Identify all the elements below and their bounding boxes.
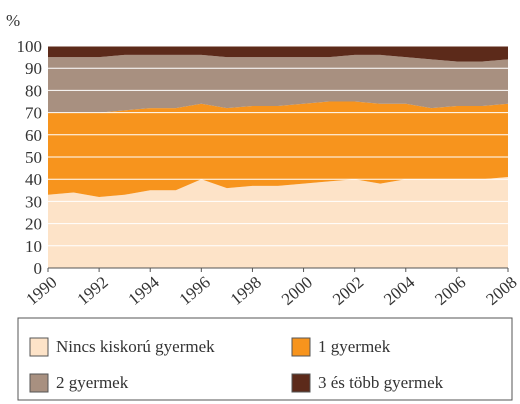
x-tick-label: 2006 — [431, 273, 469, 309]
legend-label: 1 gyermek — [318, 337, 391, 356]
y-tick-label: 80 — [25, 81, 42, 100]
x-tick-label: 2008 — [482, 273, 520, 309]
y-axis-label: % — [6, 11, 20, 30]
legend-swatch — [29, 373, 49, 393]
y-tick-label: 10 — [25, 237, 42, 256]
x-tick-label: 1994 — [125, 272, 164, 309]
legend-label: 3 és több gyermek — [318, 373, 444, 392]
area — [48, 176, 508, 268]
y-tick-label: 30 — [25, 192, 42, 211]
x-tick-label: 1996 — [176, 273, 214, 309]
legend-label: 2 gyermek — [56, 373, 129, 392]
legend-swatch — [291, 373, 311, 393]
x-tick-label: 2000 — [278, 273, 316, 309]
x-tick-label: 1992 — [73, 273, 111, 309]
y-tick-label: 100 — [17, 37, 43, 56]
area — [48, 54, 508, 113]
x-tick-label: 1998 — [227, 273, 265, 309]
legend-box — [17, 317, 513, 401]
y-tick-label: 0 — [34, 259, 43, 278]
x-tick-label: 1990 — [22, 273, 60, 309]
y-tick-label: 90 — [25, 59, 42, 78]
area — [48, 46, 508, 62]
y-tick-label: 60 — [25, 126, 42, 145]
legend-label: Nincs kiskorú gyermek — [56, 337, 215, 356]
x-tick-label: 2004 — [380, 272, 419, 309]
y-tick-label: 70 — [25, 104, 42, 123]
x-tick-label: 2002 — [329, 273, 367, 309]
legend-swatch — [291, 337, 311, 357]
y-tick-label: 40 — [25, 170, 42, 189]
area — [48, 101, 508, 197]
y-tick-label: 20 — [25, 215, 42, 234]
legend-swatch — [29, 337, 49, 357]
y-tick-label: 50 — [25, 148, 42, 167]
